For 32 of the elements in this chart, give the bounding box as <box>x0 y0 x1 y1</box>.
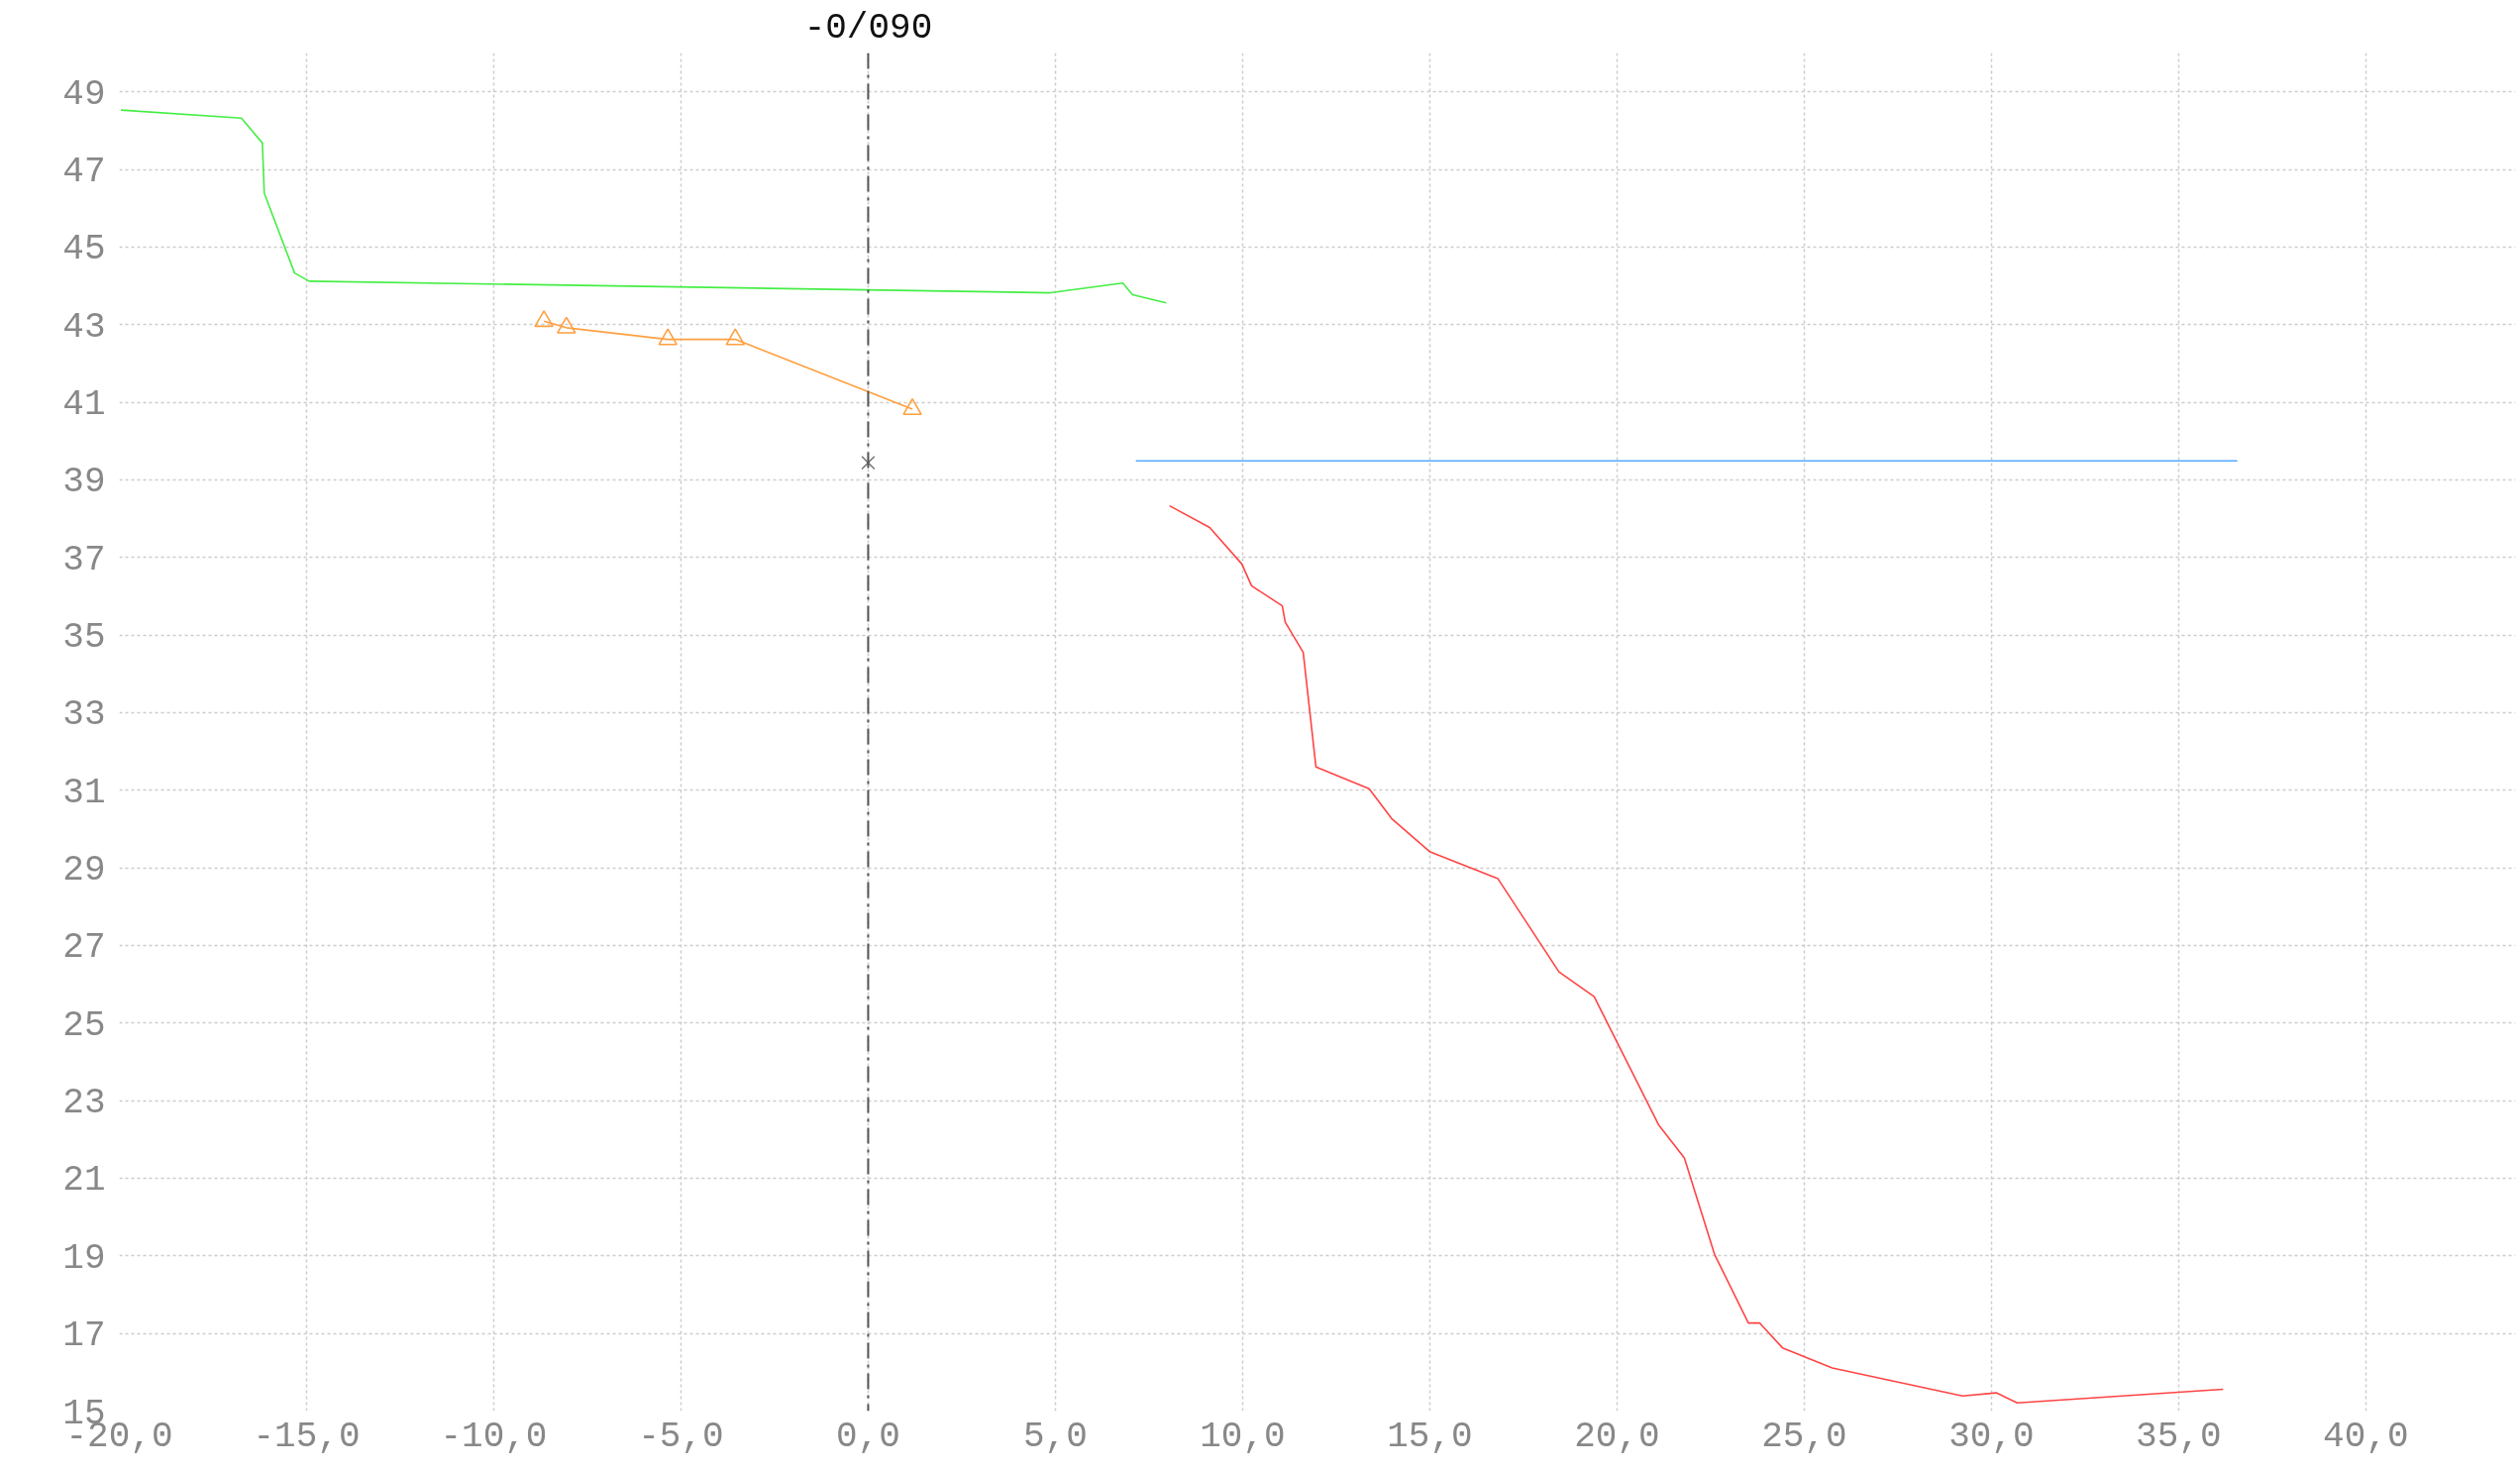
x-tick-label: 20,0 <box>1574 1416 1660 1457</box>
x-tick-label: -5,0 <box>638 1416 724 1457</box>
x-tick-label: 40,0 <box>2323 1416 2409 1457</box>
y-tick-label: 25 <box>62 1004 106 1046</box>
y-tick-label: 17 <box>62 1315 106 1357</box>
x-tick-label: 30,0 <box>1948 1416 2035 1457</box>
y-tick-label: 39 <box>62 462 106 503</box>
x-tick-label: 15,0 <box>1387 1416 1473 1457</box>
y-tick-label: 31 <box>62 772 106 813</box>
x-tick-label: 10,0 <box>1200 1416 1286 1457</box>
x-tick-label: 5,0 <box>1023 1416 1088 1457</box>
x-tick-label: -10,0 <box>440 1416 548 1457</box>
y-tick-label: 41 <box>62 384 106 426</box>
y-tick-label: 47 <box>62 152 106 193</box>
y-tick-label: 33 <box>62 694 106 736</box>
x-tick-label: 25,0 <box>1761 1416 1847 1457</box>
y-tick-label: 19 <box>62 1237 106 1279</box>
x-tick-label: -15,0 <box>253 1416 361 1457</box>
x-tick-label: 0,0 <box>836 1416 900 1457</box>
y-tick-label: 29 <box>62 850 106 892</box>
line-series <box>120 109 1168 304</box>
y-tick-label: 49 <box>62 73 106 115</box>
y-tick-label: 23 <box>62 1083 106 1124</box>
y-tick-label: 37 <box>62 539 106 580</box>
ref-line-label: -0/090 <box>803 7 933 49</box>
y-tick-label: 27 <box>62 927 106 969</box>
x-tick-label: 35,0 <box>2136 1416 2222 1457</box>
y-tick-label: 35 <box>62 617 106 659</box>
y-tick-label: 45 <box>62 229 106 270</box>
y-tick-label: 21 <box>62 1160 106 1202</box>
line-series <box>1168 504 2225 1405</box>
y-tick-label: 43 <box>62 306 106 348</box>
